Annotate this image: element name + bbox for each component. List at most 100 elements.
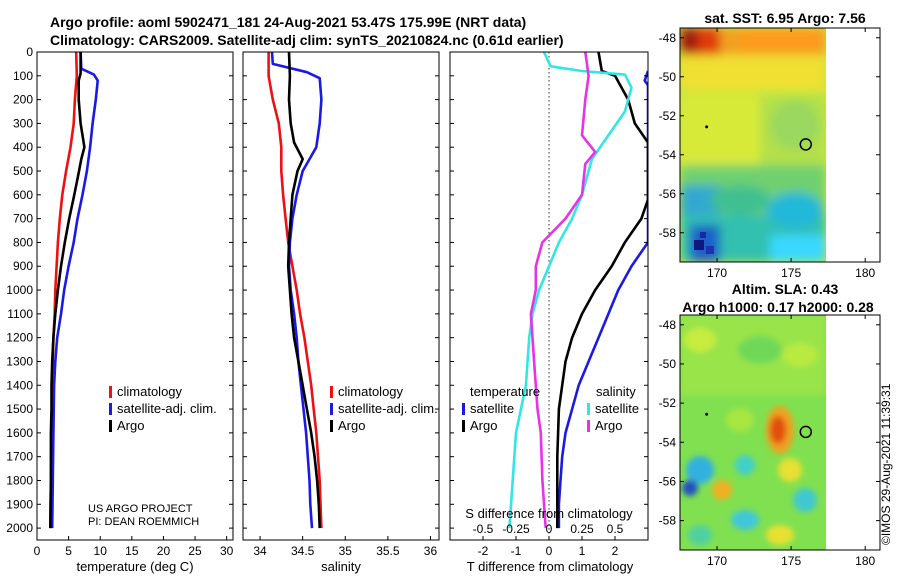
s-tick-label: 0 xyxy=(546,522,553,536)
legend-label-climatology: climatology xyxy=(338,384,404,399)
sla-field-patches xyxy=(680,315,826,545)
series-line-satellite-adj-clim- xyxy=(50,52,99,529)
legend-label-satellite: satellite-adj. clim. xyxy=(338,401,438,416)
series-line-temperature-argo xyxy=(555,52,648,529)
y-tick-label: 1000 xyxy=(6,283,33,297)
legend-swatch-s-satellite xyxy=(587,403,590,415)
y-tick-label: -50 xyxy=(659,70,677,84)
sst-map-panel: sat. SST: 6.95 Argo: 7.56 xyxy=(659,10,881,280)
header-title-line2: Climatology: CARS2009. Satellite-adj cli… xyxy=(50,32,564,48)
y-tick-label: 1700 xyxy=(6,450,33,464)
legend-swatch-t-satellite xyxy=(462,403,465,415)
legend-label-satellite: satellite-adj. clim. xyxy=(117,401,217,416)
sst-map-frame xyxy=(679,27,881,263)
series-line-salinity-argo xyxy=(529,52,597,529)
sla-map-title: Altim. SLA: 0.43 xyxy=(732,281,839,297)
header-title-line1: Argo profile: aoml 5902471_181 24-Aug-20… xyxy=(50,14,526,30)
temperature-xlabel: temperature (deg C) xyxy=(76,559,193,574)
salinity-frame xyxy=(242,51,440,541)
y-tick-label: 900 xyxy=(13,259,33,273)
sla-map-axes: 170 175 180 -48 -50 -52 -54 -56 -58 xyxy=(659,315,880,568)
imos-timestamp: ©IMOS 29-Aug-2021 11:39:31 xyxy=(879,383,893,545)
x-tick-label: 10 xyxy=(94,544,108,558)
y-tick-label: 200 xyxy=(13,93,33,107)
sst-pixel-dark xyxy=(694,240,704,250)
sla-map-subtitle: Argo h1000: 0.17 h2000: 0.28 xyxy=(682,299,874,315)
y-tick-label: 1400 xyxy=(6,378,33,392)
y-tick-label: 1300 xyxy=(6,354,33,368)
y-tick-label: -52 xyxy=(659,109,677,123)
s-tick-label: -0.5 xyxy=(473,522,494,536)
temperature-legend: climatology satellite-adj. clim. Argo xyxy=(109,384,217,433)
y-tick-label: 2000 xyxy=(6,521,33,535)
legend-swatch-satellite xyxy=(330,403,333,415)
s-tick-label: 0.25 xyxy=(570,522,594,536)
difference-axes: -2 -1 0 1 2 -0.5 -0.25 0 0.25 0.5 xyxy=(450,51,648,558)
argo-location-marker xyxy=(799,138,813,151)
sla-map-frame xyxy=(679,314,881,551)
temperature-frame xyxy=(36,51,234,541)
difference-panel: -2 -1 0 1 2 -0.5 -0.25 0 0.25 0.5 T difference fr… xyxy=(449,51,649,574)
y-tick-label: -56 xyxy=(659,474,677,488)
sst-map-field xyxy=(680,28,826,262)
series-line-argo xyxy=(286,52,321,529)
y-tick-label: -52 xyxy=(659,396,677,410)
sst-map-title: sat. SST: 6.95 Argo: 7.56 xyxy=(704,10,866,26)
x-tick-label: 20 xyxy=(157,544,171,558)
y-tick-label: 1900 xyxy=(6,497,33,511)
series-line-temperature-satellite xyxy=(557,70,648,529)
x-tick-label: 170 xyxy=(707,554,727,568)
sst-no-data-area xyxy=(826,28,880,262)
y-tick-label: 500 xyxy=(13,164,33,178)
y-tick-label: 1800 xyxy=(6,473,33,487)
x-tick-label: 36 xyxy=(424,544,438,558)
sst-map-axes: 170 175 180 -48 -50 -52 -54 -56 -58 xyxy=(659,28,880,280)
temperature-series xyxy=(49,52,99,529)
y-tick-label: 700 xyxy=(13,212,33,226)
credit-project: US ARGO PROJECT xyxy=(88,503,193,515)
y-tick-label: -54 xyxy=(659,148,677,162)
credit-pi: PI: DEAN ROEMMICH xyxy=(88,516,199,528)
x-tick-label: 175 xyxy=(781,266,801,280)
x-tick-label: 180 xyxy=(855,554,875,568)
float-dot xyxy=(705,412,709,416)
x-tick-label: -2 xyxy=(478,544,489,558)
y-tick-label: 1600 xyxy=(6,426,33,440)
x-tick-label: 170 xyxy=(707,266,727,280)
y-tick-label: -58 xyxy=(659,514,677,528)
sla-map-field xyxy=(680,315,826,550)
y-tick-label: 600 xyxy=(13,188,33,202)
y-tick-label: 1200 xyxy=(6,331,33,345)
float-dot xyxy=(705,125,709,129)
salinity-legend: climatology satellite-adj. clim. Argo xyxy=(330,384,438,433)
x-tick-label: 5 xyxy=(65,544,72,558)
difference-series xyxy=(508,52,648,529)
y-tick-label: 1500 xyxy=(6,402,33,416)
difference-xlabel: T difference from climatology xyxy=(467,559,634,574)
sla-map-panel: Altim. SLA: 0.43 Argo h1000: 0.17 h2000:… xyxy=(659,281,881,568)
y-tick-label: -54 xyxy=(659,435,677,449)
s-difference-label: S difference from climatology xyxy=(465,506,633,521)
y-tick-label: -48 xyxy=(659,318,677,332)
salinity-series xyxy=(267,52,323,529)
legend-label-s-satellite: satellite xyxy=(595,401,639,416)
temperature-axes: 0 5 10 15 20 25 300100200300400500600700800900… xyxy=(6,45,233,558)
series-line-argo xyxy=(49,52,86,529)
legend-swatch-climatology xyxy=(109,386,112,398)
x-tick-label: 2 xyxy=(612,544,619,558)
salinity-xlabel: salinity xyxy=(321,559,361,574)
y-tick-label: 100 xyxy=(13,69,33,83)
y-tick-label: 0 xyxy=(26,45,33,59)
x-tick-label: 0 xyxy=(546,544,553,558)
x-tick-label: 1 xyxy=(579,544,586,558)
legend-swatch-s-argo xyxy=(587,420,590,432)
s-tick-label: -0.25 xyxy=(502,522,530,536)
s-tick-label: 0.5 xyxy=(607,522,624,536)
legend-swatch-argo xyxy=(330,420,333,432)
x-tick-label: 35.5 xyxy=(376,544,400,558)
difference-legend: temperature satellite Argo salinity sate… xyxy=(462,384,639,433)
y-tick-label: -50 xyxy=(659,357,677,371)
legend-label-t-argo: Argo xyxy=(470,418,497,433)
legend-title-salinity: salinity xyxy=(596,384,636,399)
